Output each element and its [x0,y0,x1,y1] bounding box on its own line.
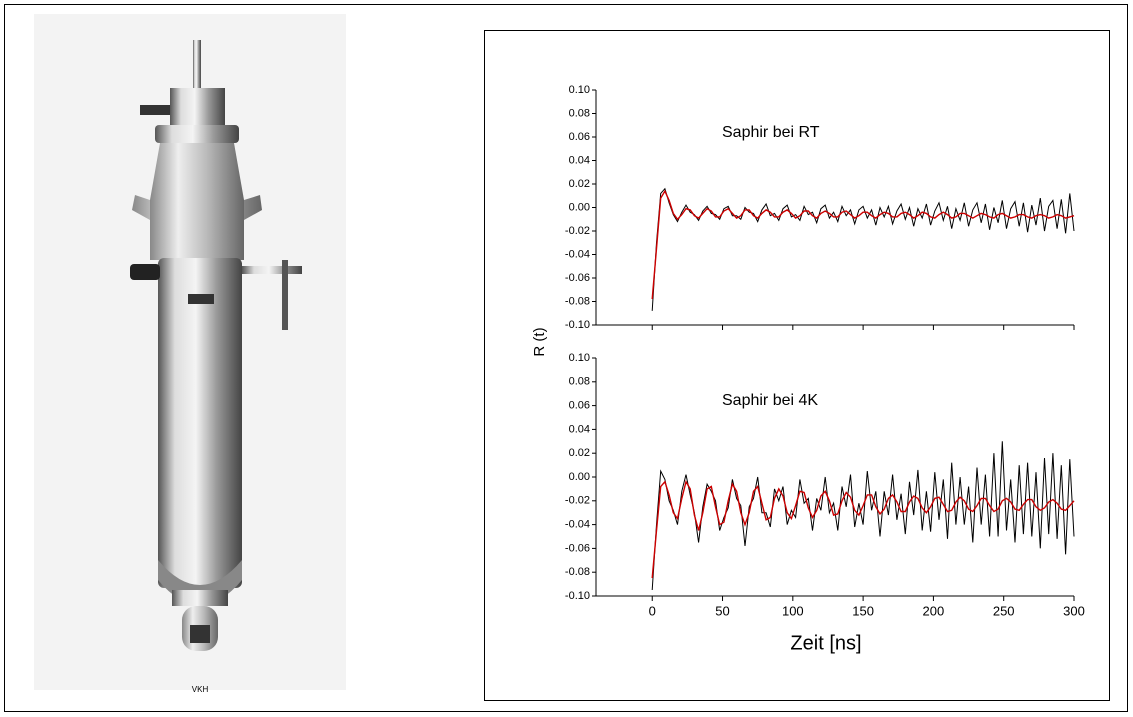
slide-border [4,4,1128,712]
x-tick-label: 50 [715,603,729,618]
y-tick-label: 0.02 [569,447,590,459]
cryostat-photo [34,14,346,690]
annotation: Saphir bei 4K [722,392,818,409]
data-line [651,479,1075,579]
y-tick-label: -0.06 [565,542,590,554]
y-axis-label: R (t) [531,327,548,356]
y-tick-label: 0.00 [569,201,590,213]
y-tick-label: -0.02 [565,225,590,237]
y-tick-label: 0.08 [569,376,590,388]
y-tick-label: 0.04 [569,154,590,166]
y-tick-label: 0.04 [569,423,590,435]
y-tick-label: -0.04 [565,519,590,531]
y-tick-label: -0.10 [565,319,590,331]
y-tick-label: -0.10 [565,590,590,602]
y-tick-label: -0.06 [565,272,590,284]
x-tick-label: 0 [649,603,656,618]
photo-caption: VKH [192,685,209,694]
y-tick-label: -0.08 [565,566,590,578]
x-tick-label: 200 [923,603,945,618]
y-tick-label: 0.06 [569,131,590,143]
chart-frame [484,30,1110,701]
y-tick-label: 0.02 [569,178,590,190]
x-tick-label: 250 [993,603,1015,618]
x-axis-label: Zeit [ns] [790,632,861,654]
y-tick-label: 0.10 [569,84,590,96]
data-line [651,189,1075,300]
y-tick-label: -0.08 [565,295,590,307]
y-tick-label: 0.00 [569,471,590,483]
y-tick-label: 0.06 [569,400,590,412]
x-tick-label: 150 [852,603,874,618]
annotation: Saphir bei RT [722,124,820,141]
y-tick-label: -0.02 [565,495,590,507]
x-tick-label: 100 [782,603,804,618]
x-tick-label: 300 [1063,603,1085,618]
y-tick-label: 0.08 [569,107,590,119]
data-line [651,441,1075,591]
y-tick-label: -0.04 [565,248,590,260]
y-tick-label: 0.10 [569,352,590,364]
